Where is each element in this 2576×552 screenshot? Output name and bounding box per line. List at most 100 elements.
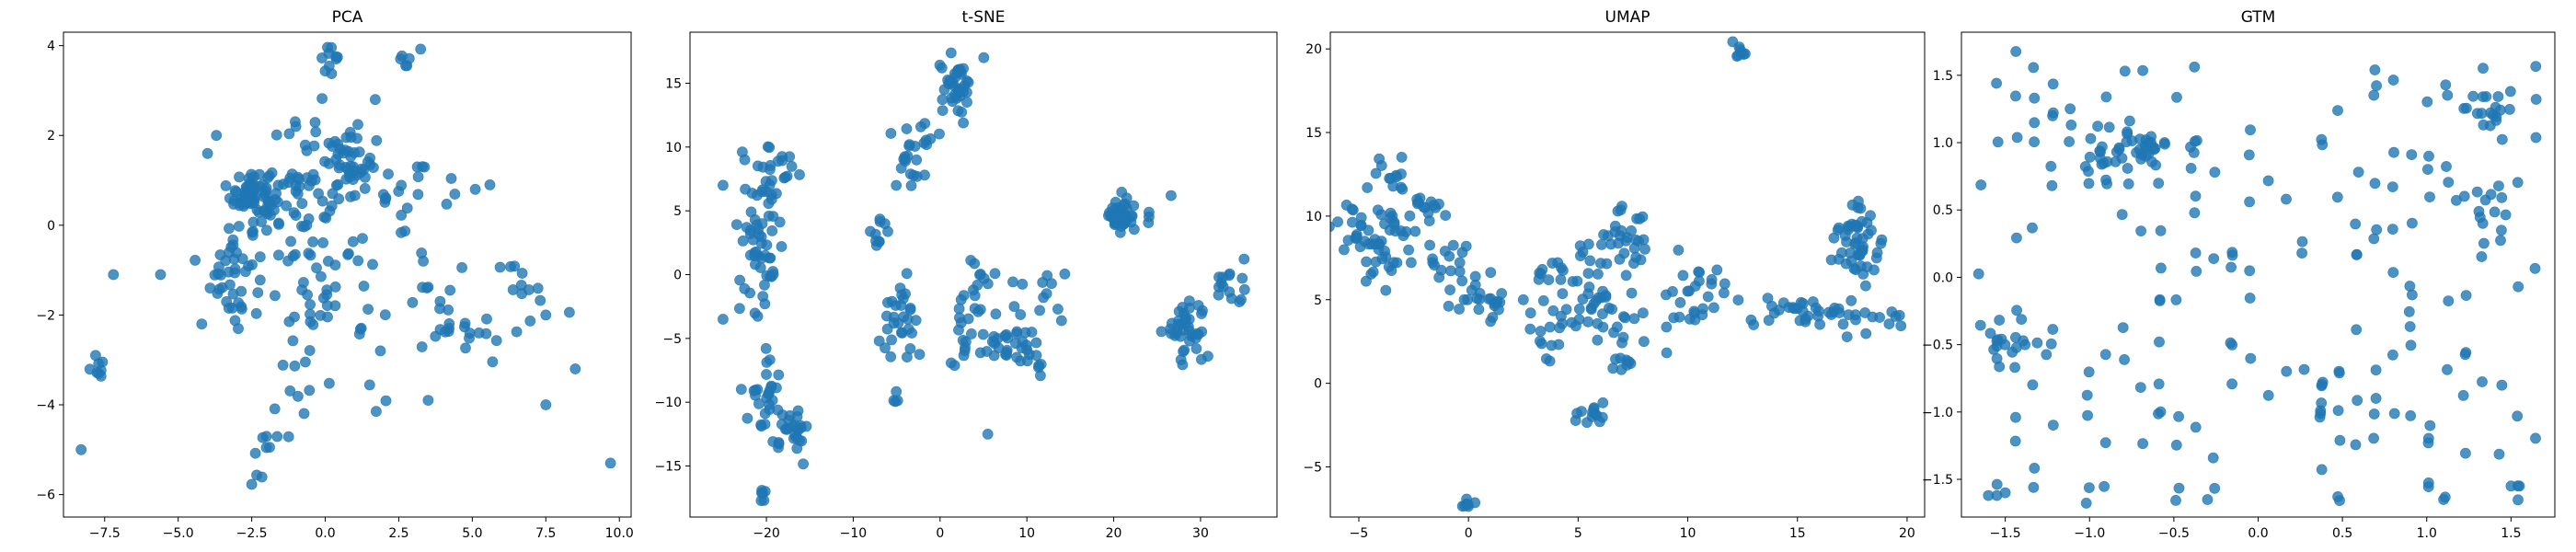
data-point <box>211 130 223 142</box>
data-point <box>75 443 87 455</box>
x-tick-label: 15 <box>1789 526 1806 541</box>
y-tick-label: −6 <box>36 489 55 503</box>
data-point <box>1547 305 1559 316</box>
data-point <box>1706 278 1718 290</box>
data-point <box>1427 253 1438 265</box>
x-tick-label: −10 <box>840 526 868 541</box>
data-point <box>951 65 963 77</box>
data-point <box>1236 293 1247 305</box>
data-point <box>1411 193 1423 205</box>
data-point <box>2404 321 2416 332</box>
data-point <box>1461 493 1472 505</box>
data-point <box>249 447 261 459</box>
data-point <box>265 200 277 212</box>
data-point <box>1017 336 1029 348</box>
data-point <box>2047 78 2059 90</box>
data-point <box>1855 202 1867 214</box>
data-point <box>288 207 300 218</box>
data-point <box>974 347 986 359</box>
data-point <box>2226 378 2237 390</box>
data-point <box>958 86 969 98</box>
data-point <box>1555 273 1567 285</box>
data-point <box>2441 161 2452 172</box>
data-point <box>961 75 972 86</box>
data-point <box>2027 379 2039 391</box>
data-point <box>1456 275 1468 287</box>
data-point <box>2100 174 2111 186</box>
data-point <box>1582 316 1593 328</box>
data-point <box>748 385 760 397</box>
data-point <box>891 395 903 407</box>
x-tick-label: 20 <box>1899 526 1915 541</box>
data-point <box>2406 217 2418 229</box>
data-point <box>1379 218 1390 230</box>
data-point <box>367 162 379 173</box>
data-point <box>2096 141 2108 153</box>
data-point <box>2478 119 2490 131</box>
data-point <box>2041 349 2053 361</box>
data-point <box>1999 487 2011 499</box>
data-point <box>287 335 299 347</box>
data-point <box>358 164 370 176</box>
data-point <box>1733 41 1745 52</box>
data-point <box>2421 164 2433 175</box>
data-point <box>1460 240 1472 252</box>
data-point <box>1544 321 1556 333</box>
data-point <box>1597 397 1609 408</box>
data-point <box>1196 353 1207 365</box>
data-point <box>2368 89 2380 101</box>
data-point <box>915 121 926 132</box>
data-point <box>250 307 262 319</box>
data-point <box>2243 149 2255 161</box>
data-point <box>305 249 316 261</box>
data-point <box>1445 265 1456 277</box>
data-point <box>1372 204 1384 216</box>
data-point <box>1840 258 1852 270</box>
data-point <box>296 198 308 210</box>
x-tick-label: −1.0 <box>2074 526 2105 541</box>
data-point <box>256 471 268 483</box>
data-point <box>1763 315 1775 327</box>
data-point <box>2406 149 2418 160</box>
data-point <box>257 431 269 443</box>
data-point <box>1557 288 1569 300</box>
data-point <box>1616 337 1627 349</box>
data-point <box>909 141 921 152</box>
data-point <box>2173 410 2184 422</box>
data-point <box>2010 46 2022 57</box>
data-point <box>2368 432 2379 444</box>
data-point <box>2064 136 2075 147</box>
data-point <box>416 341 428 352</box>
data-point <box>1613 237 1624 249</box>
data-point <box>535 294 546 306</box>
data-point <box>1866 224 1877 236</box>
data-point <box>1332 216 1343 228</box>
data-point <box>1554 322 1565 334</box>
x-tick-label: 0 <box>1465 526 1473 541</box>
y-tick-label: 4 <box>47 40 55 54</box>
data-point <box>2478 63 2489 75</box>
data-point <box>273 218 284 230</box>
data-point <box>734 274 745 286</box>
data-point <box>735 384 747 396</box>
data-point <box>190 254 201 266</box>
data-point <box>2500 209 2512 221</box>
data-point <box>1388 216 1400 228</box>
data-point <box>2113 142 2125 154</box>
data-point <box>937 105 949 116</box>
data-point <box>2137 438 2148 450</box>
data-point <box>2334 434 2346 446</box>
data-point <box>2226 249 2238 261</box>
data-point <box>155 269 167 281</box>
data-point <box>516 268 528 279</box>
data-point <box>2405 339 2417 351</box>
data-point <box>1677 270 1689 282</box>
data-point <box>2477 91 2489 102</box>
data-point <box>1177 359 1189 371</box>
data-point <box>459 317 471 329</box>
data-point <box>1974 319 1986 331</box>
data-point <box>764 142 776 154</box>
data-point <box>1458 293 1470 305</box>
data-point <box>254 251 266 263</box>
data-point <box>1524 323 1536 335</box>
